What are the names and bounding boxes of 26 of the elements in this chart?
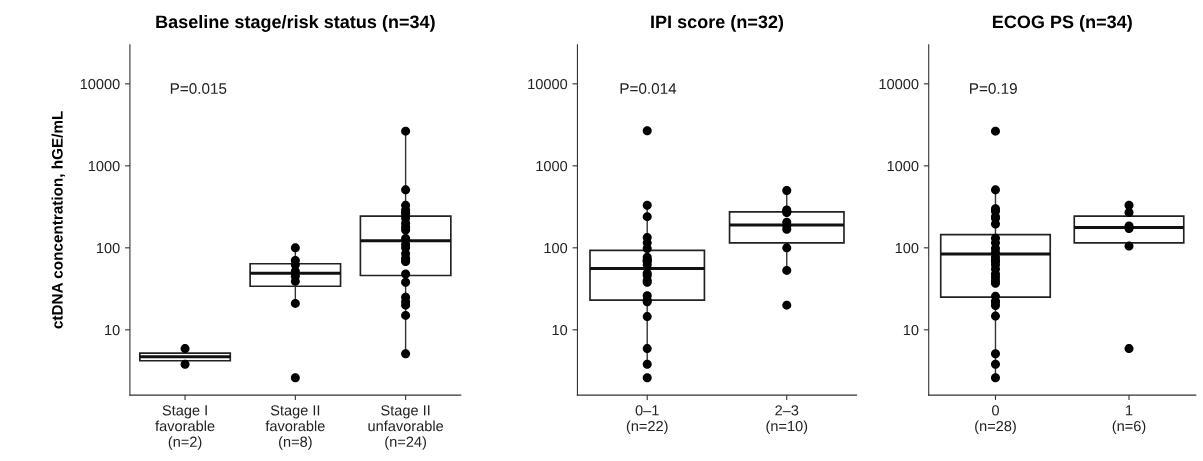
annotation: P=0.015 bbox=[170, 83, 227, 94]
chart-title: Baseline stage/risk status (n=34) bbox=[156, 14, 435, 32]
x-tick-label: 0–1 (n=22) bbox=[626, 405, 668, 435]
chart-title: IPI score (n=32) bbox=[651, 14, 784, 32]
y-tick-label: 1000 bbox=[536, 160, 568, 172]
annotation: P=0.19 bbox=[970, 83, 1017, 94]
y-tick-label: 10000 bbox=[528, 78, 568, 90]
y-tick-label: 10 bbox=[552, 324, 568, 336]
y-tick-label: 10000 bbox=[879, 78, 919, 90]
y-axis-title: ctDNA concentration, hGE/mL bbox=[51, 111, 65, 329]
y-tick-label: 1000 bbox=[887, 160, 919, 172]
y-tick-label: 100 bbox=[895, 242, 919, 254]
x-tick-label: 0 (n=28) bbox=[975, 405, 1016, 435]
y-tick-label: 1000 bbox=[88, 160, 120, 172]
x-tick-label: Stage II unfavorable (n=24) bbox=[368, 405, 444, 450]
y-tick-label: 10 bbox=[903, 324, 919, 336]
y-tick-label: 100 bbox=[544, 242, 568, 254]
y-tick-label: 10 bbox=[105, 324, 120, 336]
x-tick-label: Stage II favorable (n=8) bbox=[265, 405, 325, 450]
annotation: P=0.014 bbox=[620, 83, 677, 94]
x-tick-label: 2–3 (n=10) bbox=[766, 405, 808, 435]
y-tick-label: 10000 bbox=[80, 78, 120, 90]
chart-title: ECOG PS (n=34) bbox=[992, 14, 1132, 32]
y-tick-label: 100 bbox=[96, 242, 120, 254]
x-tick-label: 1 (n=6) bbox=[1112, 405, 1146, 435]
x-tick-label: Stage I favorable (n=2) bbox=[155, 405, 215, 450]
